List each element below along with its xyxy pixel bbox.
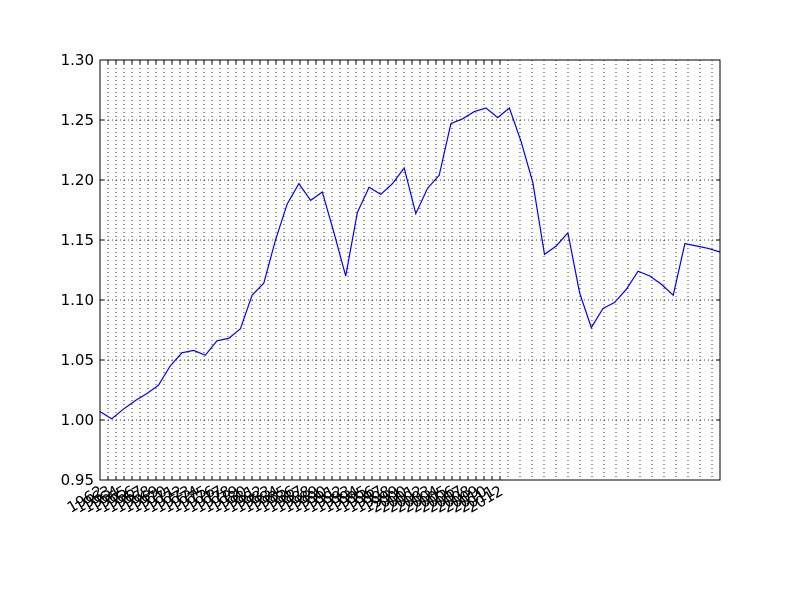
y-tick-label: 1.30: [61, 51, 94, 69]
plot-area: [99, 106, 721, 420]
y-tick-label: 1.10: [61, 291, 94, 309]
y-tick-label: 1.00: [61, 411, 94, 429]
axes-frame: [99, 59, 721, 481]
y-tick-label: 0.95: [61, 471, 94, 489]
y-tick-label: 1.20: [61, 171, 94, 189]
y-tick-label: 1.15: [61, 231, 94, 249]
series-line: [99, 106, 721, 420]
x-axis-ticks: 1962196319641965196619671968196919701971…: [64, 60, 506, 517]
y-tick-label: 1.05: [61, 351, 94, 369]
y-tick-label: 1.25: [61, 111, 94, 129]
y-axis-ticks: 0.95 1.00 1.05 1.10 1.15 1.20 1.25 1.30: [61, 51, 720, 489]
